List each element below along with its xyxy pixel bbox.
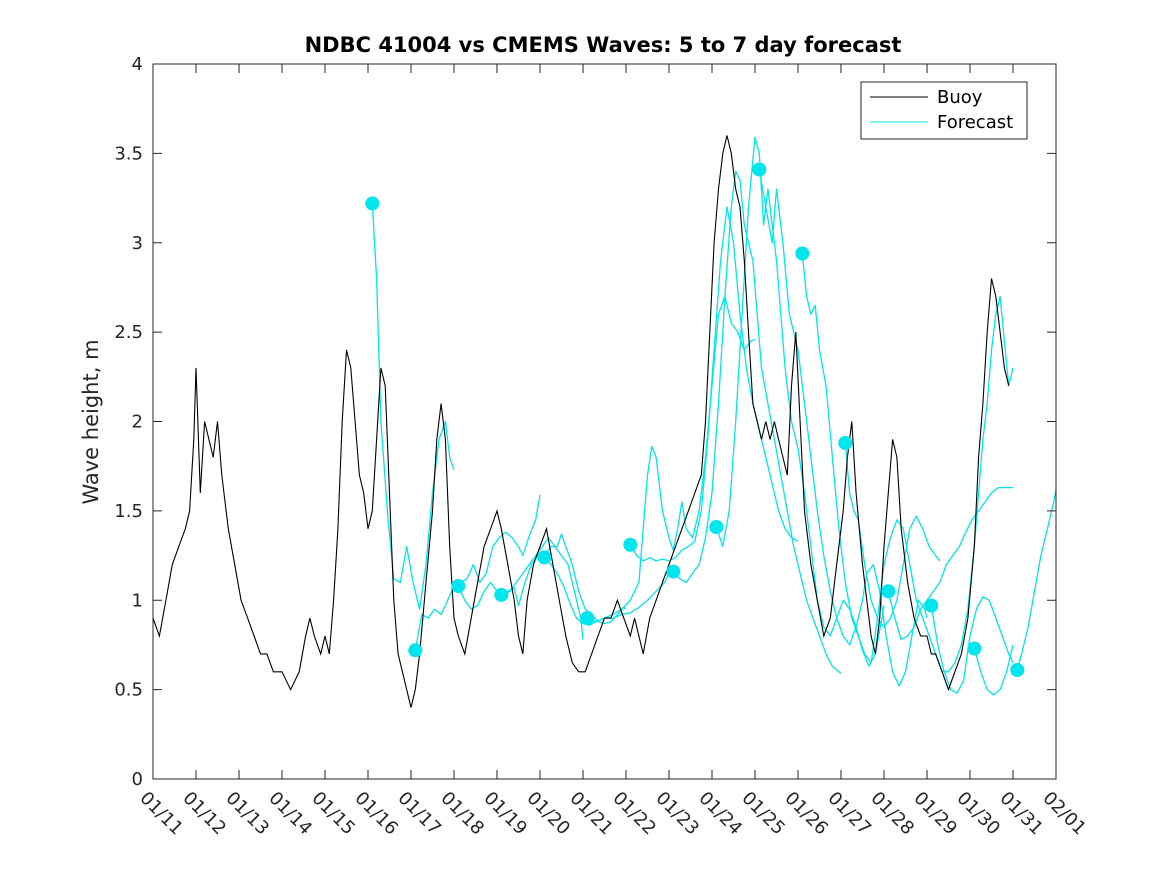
x-tick-label: 02/01: [1038, 788, 1090, 840]
x-tick-label: 01/26: [780, 788, 832, 840]
forecast-marker-5: [537, 550, 552, 565]
forecast-marker-16: [1010, 663, 1025, 677]
forecast-line-1: [371, 203, 455, 610]
forecast-line-9: [715, 136, 885, 668]
legend-label-buoy: Buoy: [937, 87, 983, 108]
y-tick-label: 1: [132, 590, 143, 611]
x-tick-label: 01/19: [479, 788, 531, 840]
x-axis: 01/1101/1201/1301/1401/1501/1601/1701/18…: [135, 64, 1090, 839]
forecast-marker-1: [365, 196, 380, 211]
buoy-line: [153, 135, 1010, 708]
x-tick-label: 01/24: [694, 788, 746, 840]
legend-box: [860, 81, 1028, 140]
legend-label-forecast: Forecast: [937, 112, 1013, 133]
forecast-line-11: [801, 253, 1014, 673]
x-tick-label: 01/20: [522, 788, 574, 840]
x-tick-label: 01/18: [436, 788, 488, 840]
x-tick-label: 01/25: [737, 788, 789, 840]
axes-box: [152, 63, 1057, 780]
forecast-line-8: [672, 170, 842, 675]
forecast-marker-14: [924, 598, 939, 613]
y-tick-label: 3.5: [114, 143, 143, 164]
x-tick-label: 01/17: [393, 788, 445, 840]
y-tick-label: 2.5: [114, 322, 143, 343]
x-tick-label: 01/15: [307, 788, 359, 840]
forecast-marker-2: [408, 643, 423, 658]
x-tick-label: 01/29: [909, 788, 961, 840]
forecast-line-13: [887, 486, 1013, 641]
forecast-line-10: [758, 169, 928, 687]
forecast-line-7: [629, 206, 799, 562]
forecast-markers: [365, 162, 1025, 677]
forecast-marker-6: [580, 611, 595, 626]
y-tick-label: 0: [132, 769, 143, 790]
forecast-marker-4: [494, 587, 509, 602]
forecast-marker-8: [666, 564, 681, 579]
forecast-line-16: [1016, 489, 1056, 671]
x-tick-label: 01/16: [350, 788, 402, 840]
forecast-marker-9: [709, 520, 724, 534]
forecast-marker-13: [881, 584, 896, 599]
x-tick-label: 01/30: [952, 788, 1004, 840]
chart-title: NDBC 41004 vs CMEMS Waves: 5 to 7 day fo…: [305, 33, 902, 57]
x-tick-label: 01/31: [995, 788, 1047, 840]
forecast-line-2: [414, 494, 541, 651]
x-tick-label: 01/11: [135, 788, 187, 840]
x-tick-label: 01/14: [264, 788, 316, 840]
forecast-marker-11: [795, 246, 810, 261]
x-tick-label: 01/22: [608, 788, 660, 840]
x-tick-label: 01/12: [178, 788, 230, 840]
forecast-line-4: [500, 533, 627, 625]
x-tick-label: 01/13: [221, 788, 273, 840]
forecast-marker-12: [838, 436, 853, 450]
y-tick-label: 1.5: [114, 501, 143, 522]
forecast-marker-15: [967, 641, 982, 656]
x-tick-label: 01/28: [866, 788, 918, 840]
x-tick-label: 01/21: [565, 788, 617, 840]
forecast-line-3: [457, 537, 584, 640]
y-tick-label: 2: [132, 412, 143, 433]
forecast-marker-10: [752, 162, 767, 177]
y-axis: 0 0.5 1 1.5 2 2.5 3 3.5 4: [114, 54, 1056, 790]
legend: Buoy Forecast: [860, 81, 1028, 140]
forecast-marker-7: [623, 537, 638, 552]
forecast-line-15: [973, 644, 1014, 696]
forecast-line-6: [587, 295, 756, 623]
x-tick-label: 01/23: [651, 788, 703, 840]
forecast-line-12: [844, 442, 941, 628]
y-tick-label: 3: [132, 233, 143, 254]
x-tick-label: 01/27: [823, 788, 875, 840]
y-axis-label: Wave height, m: [79, 339, 103, 504]
y-tick-label: 0.5: [114, 680, 143, 701]
plot-area: [153, 135, 1056, 708]
forecast-marker-3: [451, 579, 466, 593]
forecast-line-14: [930, 596, 1014, 694]
y-tick-label: 4: [132, 54, 143, 75]
